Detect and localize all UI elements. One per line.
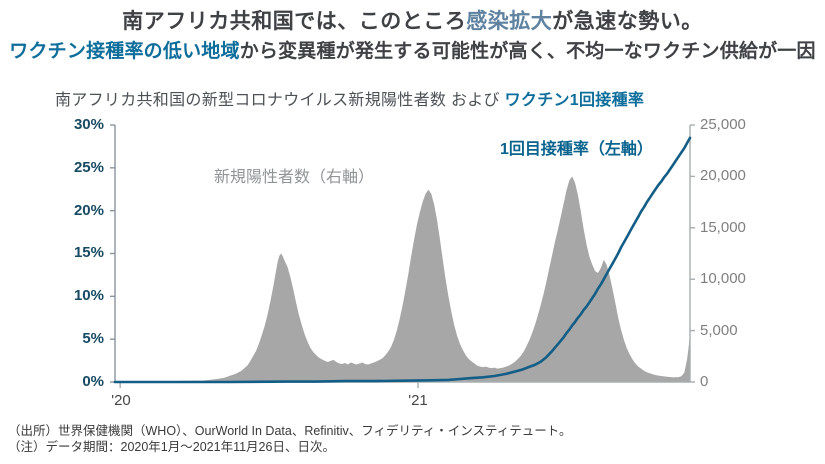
- footer-note: （注）データ期間：2020年1月～2021年11月26日、日次。: [8, 439, 335, 454]
- x-axis-label-2020: '20: [111, 392, 131, 409]
- annotation-first-dose-rate: 1回目接種率（左軸）: [500, 141, 653, 158]
- x-axis-label-2021: '21: [408, 392, 428, 409]
- chart-title-highlight-vaccination: ワクチン1回接種率: [504, 92, 645, 109]
- headline-primary-pre: 南アフリカ共和国では、このところ: [122, 10, 467, 33]
- headline-primary: 南アフリカ共和国では、このところ感染拡大が急速な勢い。: [0, 5, 825, 35]
- left-axis-tick-5: 5%: [82, 330, 104, 347]
- annotation-new-cases: 新規陽性者数（右軸）: [214, 169, 375, 186]
- line-first-dose-rate: [113, 136, 692, 384]
- footer-source: （出所）世界保健機関（WHO）、OurWorld In Data、Refinit…: [8, 424, 572, 438]
- chart-title-main: 南アフリカ共和国の新型コロナウイルス新規陽性者数 および: [55, 92, 505, 109]
- left-axis-tick-20: 20%: [73, 202, 104, 219]
- headline-secondary: ワクチン接種率の低い地域から変異種が発生する可能性が高く、不均一なワクチン供給が…: [0, 36, 825, 63]
- right-axis-tick-0: 0: [700, 373, 709, 390]
- chart-plot-svg: [110, 124, 695, 388]
- footer: （出所）世界保健機関（WHO）、OurWorld In Data、Refinit…: [8, 424, 572, 455]
- right-axis-tick-5000: 5,000: [700, 322, 738, 339]
- chart-title: 南アフリカ共和国の新型コロナウイルス新規陽性者数 および ワクチン1回接種率: [55, 86, 644, 110]
- headline-secondary-post: から変異種が発生する可能性が高く、不均一なワクチン供給が一因: [239, 41, 816, 62]
- left-axis-tick-0: 0%: [82, 373, 104, 390]
- headline-highlight-infection-spread: 感染拡大: [466, 10, 553, 33]
- area-new-cases: [115, 176, 690, 382]
- right-axis-tick-15000: 15,000: [700, 219, 746, 236]
- right-axis-tick-25000: 25,000: [700, 116, 746, 133]
- headline-primary-post: が急速な勢い。: [552, 10, 703, 33]
- left-axis-tick-15: 15%: [73, 244, 104, 261]
- left-axis-tick-10: 10%: [73, 287, 104, 304]
- right-axis-tick-20000: 20,000: [700, 167, 746, 184]
- right-axis-tick-10000: 10,000: [700, 270, 746, 287]
- left-axis-tick-30: 30%: [73, 116, 104, 133]
- headline-highlight-low-vaccination: ワクチン接種率の低い地域: [9, 41, 240, 62]
- left-axis-tick-25: 25%: [73, 159, 104, 176]
